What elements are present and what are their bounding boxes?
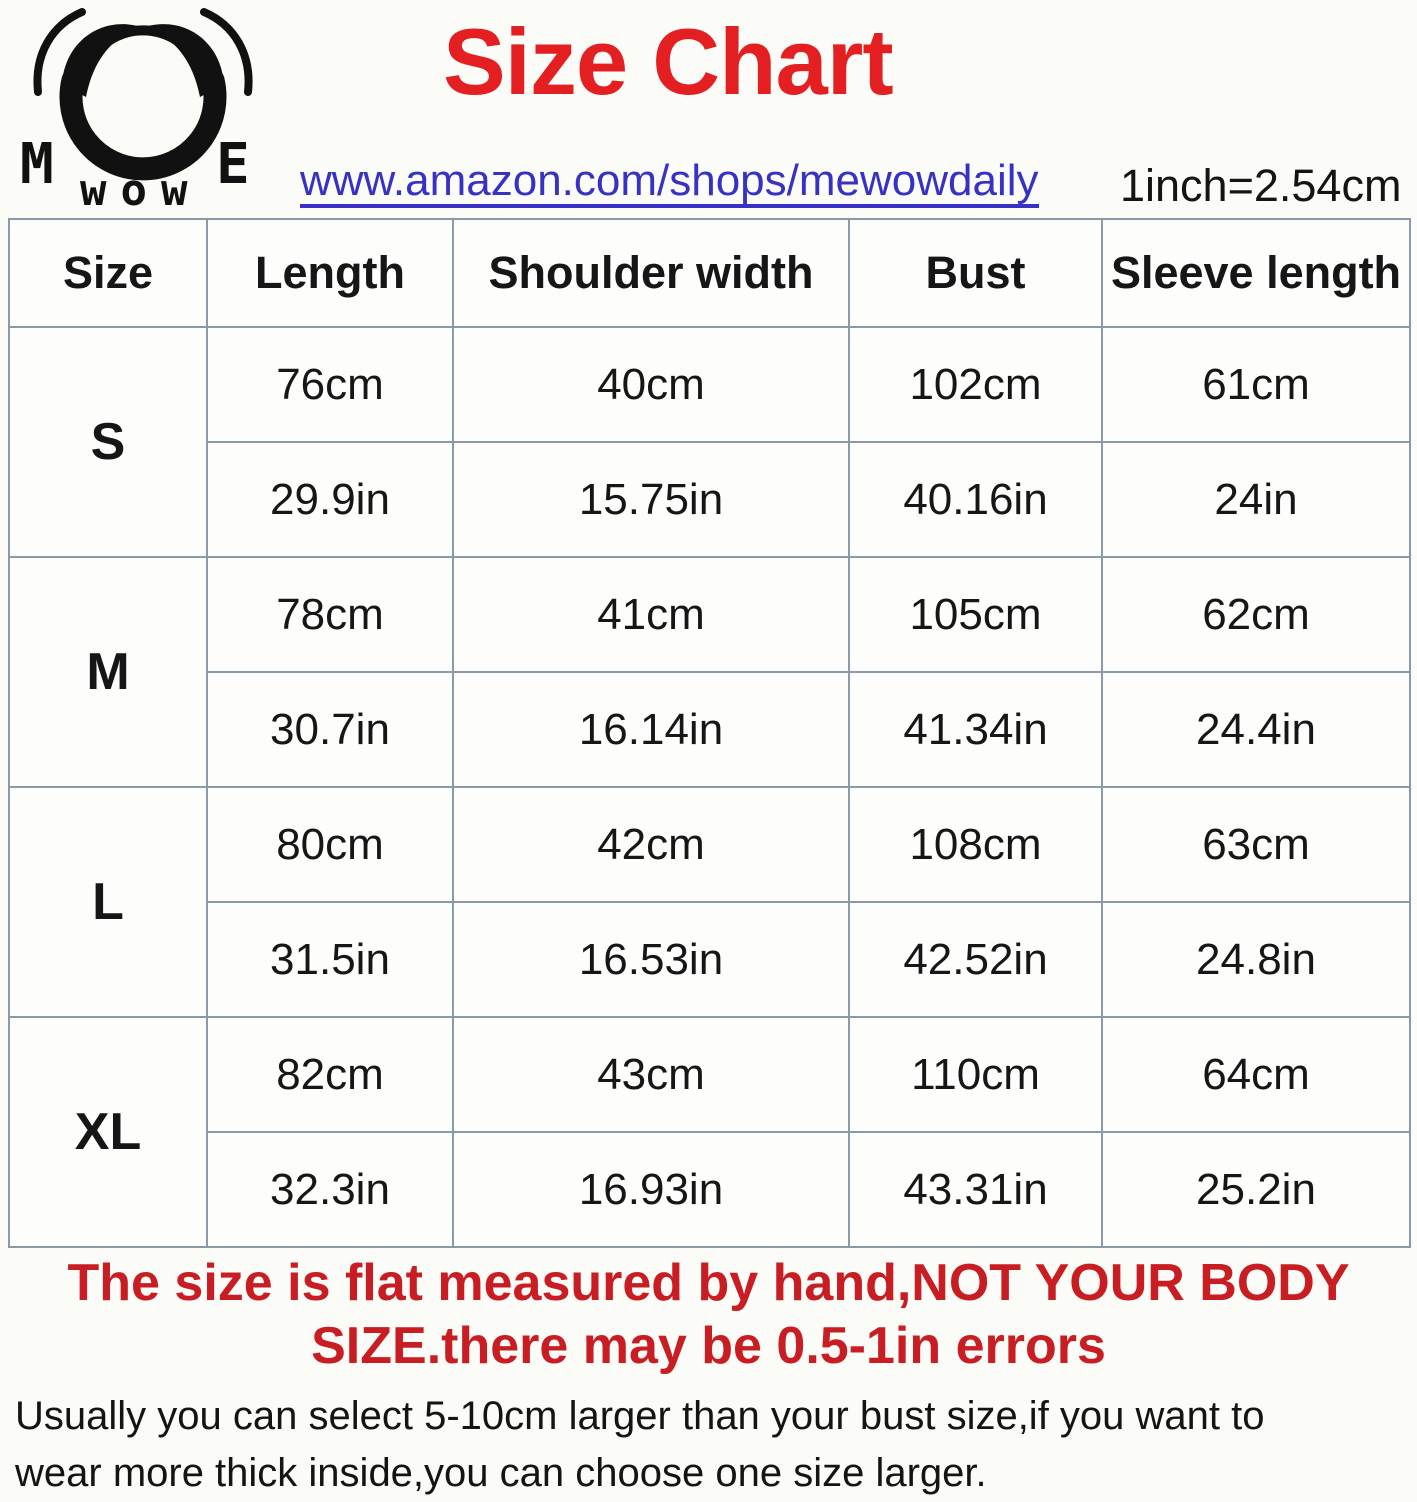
cell-l-bust-cm: 108cm xyxy=(848,786,1103,903)
sizing-advice: Usually you can select 5-10cm larger tha… xyxy=(15,1388,1407,1502)
cell-xl-bust-in: 43.31in xyxy=(848,1131,1103,1248)
logo-ear-arc-left xyxy=(33,8,86,96)
logo-head xyxy=(59,68,227,181)
cell-m-length-cm: 78cm xyxy=(206,556,454,673)
cell-s-sleeve-in: 24in xyxy=(1101,441,1411,558)
cell-xl-length-cm: 82cm xyxy=(206,1016,454,1133)
cell-l-shoulder-in: 16.53in xyxy=(452,901,850,1018)
table-row-xl-in: 32.3in 16.93in 43.31in 25.2in xyxy=(9,1131,1411,1248)
table-row-m-in: 30.7in 16.14in 41.34in 24.4in xyxy=(9,671,1411,788)
logo-letter-e: E xyxy=(216,132,250,197)
size-table: Size Length Shoulder width Bust Sleeve l… xyxy=(8,218,1411,1248)
logo-head-top xyxy=(81,25,205,73)
cell-m-sleeve-in: 24.4in xyxy=(1101,671,1411,788)
cell-l-length-in: 31.5in xyxy=(206,901,454,1018)
cell-s-bust-in: 40.16in xyxy=(848,441,1103,558)
size-label-m: M xyxy=(8,556,208,788)
col-header-shoulder-width: Shoulder width xyxy=(452,218,850,328)
logo-ear-arc-right xyxy=(200,8,253,96)
warning-line-1: The size is flat measured by hand,NOT YO… xyxy=(67,1254,1350,1312)
cell-m-sleeve-cm: 62cm xyxy=(1101,556,1411,673)
table-row-l-cm: L 80cm 42cm 108cm 63cm xyxy=(8,786,1411,1018)
table-row-m-cm: M 78cm 41cm 105cm 62cm xyxy=(8,556,1411,788)
logo-letters-wow: wow xyxy=(80,165,201,210)
cell-l-length-cm: 80cm xyxy=(206,786,454,903)
cell-l-sleeve-in: 24.8in xyxy=(1101,901,1411,1018)
cell-xl-sleeve-cm: 64cm xyxy=(1101,1016,1411,1133)
table-header-row: Size Length Shoulder width Bust Sleeve l… xyxy=(8,218,1411,328)
cell-l-sleeve-cm: 63cm xyxy=(1101,786,1411,903)
cell-l-shoulder-cm: 42cm xyxy=(452,786,850,903)
advice-line-1: Usually you can select 5-10cm larger tha… xyxy=(15,1394,1265,1438)
table-row-xl-cm: XL 82cm 43cm 110cm 64cm xyxy=(8,1016,1411,1248)
col-header-size: Size xyxy=(8,218,208,328)
col-header-length: Length xyxy=(206,218,454,328)
measurement-warning: The size is flat measured by hand,NOT YO… xyxy=(0,1252,1417,1378)
size-label-l: L xyxy=(8,786,208,1018)
cell-m-shoulder-cm: 41cm xyxy=(452,556,850,673)
table-row-s-in: 29.9in 15.75in 40.16in 24in xyxy=(9,441,1411,558)
cell-m-bust-cm: 105cm xyxy=(848,556,1103,673)
cell-xl-sleeve-in: 25.2in xyxy=(1101,1131,1411,1248)
table-row-s-cm: S 76cm 40cm 102cm 61cm xyxy=(8,326,1411,558)
cell-xl-bust-cm: 110cm xyxy=(848,1016,1103,1133)
cell-m-length-in: 30.7in xyxy=(206,671,454,788)
col-header-sleeve-length: Sleeve length xyxy=(1101,218,1411,328)
cell-s-shoulder-in: 15.75in xyxy=(452,441,850,558)
warning-line-2: SIZE.there may be 0.5-1in errors xyxy=(311,1317,1106,1375)
size-label-s: S xyxy=(8,326,208,558)
logo-letter-m: M xyxy=(20,132,54,197)
inch-conversion-note: 1inch=2.54cm xyxy=(1120,160,1402,211)
page-title: Size Chart xyxy=(443,9,894,114)
table-row-l-in: 31.5in 16.53in 42.52in 24.8in xyxy=(9,901,1411,1018)
cell-xl-shoulder-in: 16.93in xyxy=(452,1131,850,1248)
cell-s-bust-cm: 102cm xyxy=(848,326,1103,443)
cell-xl-shoulder-cm: 43cm xyxy=(452,1016,850,1133)
cell-m-bust-in: 41.34in xyxy=(848,671,1103,788)
cell-s-sleeve-cm: 61cm xyxy=(1101,326,1411,443)
shop-url-link[interactable]: www.amazon.com/shops/mewowdaily xyxy=(300,157,1039,209)
cell-l-bust-in: 42.52in xyxy=(848,901,1103,1018)
mewow-logo: M wow E xyxy=(20,8,253,210)
cell-m-shoulder-in: 16.14in xyxy=(452,671,850,788)
size-label-xl: XL xyxy=(8,1016,208,1248)
cell-s-shoulder-cm: 40cm xyxy=(452,326,850,443)
col-header-bust: Bust xyxy=(848,218,1103,328)
cell-s-length-in: 29.9in xyxy=(206,441,454,558)
cell-xl-length-in: 32.3in xyxy=(206,1131,454,1248)
cell-s-length-cm: 76cm xyxy=(206,326,454,443)
advice-line-2: wear more thick inside,you can choose on… xyxy=(15,1451,987,1495)
